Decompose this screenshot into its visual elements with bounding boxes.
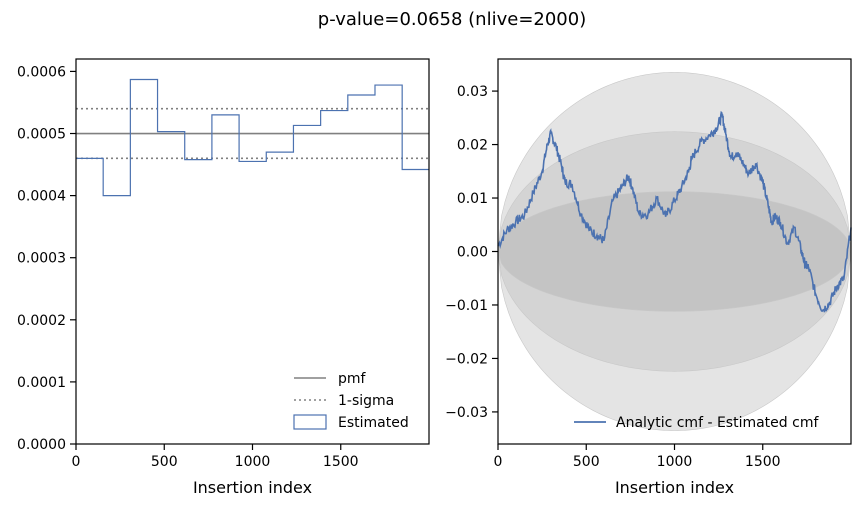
left-ticks: 0 500 1000 1500 0.0000 0.0001 0.0002 0.0003 0.00… [17, 64, 359, 470]
right-y-tick-label: 0.02 [457, 138, 488, 154]
right-series [497, 110, 852, 313]
right-chart: 0 500 1000 1500 −0.03 −0.02 −0.01 0.00 0.01 0.02 0… [445, 58, 852, 497]
right-x-tick-label: 500 [573, 454, 600, 470]
left-x-tick-label: 1500 [323, 454, 359, 470]
left-y-tick-label: 0.0002 [17, 313, 66, 329]
right-legend: Analytic cmf - Estimated cmf [574, 415, 819, 431]
left-y-tick-label: 0.0005 [17, 127, 66, 143]
sigma-bands [497, 72, 852, 431]
legend-sigma-label: 1-sigma [338, 393, 394, 409]
left-legend: pmf 1-sigma Estimated [293, 371, 409, 431]
left-y-tick-label: 0.0004 [17, 189, 66, 205]
right-axes-frame [497, 58, 852, 445]
right-x-tick-label: 1500 [745, 454, 781, 470]
left-x-axis-label: Insertion index [193, 478, 312, 497]
left-y-tick-label: 0.0001 [17, 375, 66, 391]
cmf-difference-line [497, 110, 852, 313]
right-y-tick-label: −0.02 [445, 351, 488, 367]
sigma-band-1 [497, 191, 852, 312]
legend-cmf-label: Analytic cmf - Estimated cmf [616, 415, 819, 431]
estimated-histogram [76, 78, 429, 197]
left-y-tick-label: 0.0000 [17, 437, 66, 453]
left-x-tick-label: 0 [72, 454, 81, 470]
legend-estimated-label: Estimated [338, 415, 409, 431]
figure-title: p-value=0.0658 (nlive=2000) [318, 9, 586, 30]
right-x-tick-label: 1000 [657, 454, 693, 470]
left-x-tick-label: 1000 [235, 454, 271, 470]
right-x-tick-label: 0 [494, 454, 503, 470]
left-chart: 0 500 1000 1500 0.0000 0.0001 0.0002 0.0003 0.00… [17, 58, 430, 497]
left-x-tick-label: 500 [151, 454, 178, 470]
right-y-tick-label: −0.01 [445, 298, 488, 314]
right-x-axis-label: Insertion index [615, 478, 734, 497]
left-y-tick-label: 0.0003 [17, 251, 66, 267]
right-y-tick-label: −0.03 [445, 405, 488, 421]
right-ticks: 0 500 1000 1500 −0.03 −0.02 −0.01 0.00 0.01 0.02 0… [445, 84, 780, 470]
right-y-tick-label: 0.00 [457, 245, 488, 261]
left-axes-frame [75, 58, 430, 445]
legend-pmf-label: pmf [338, 371, 367, 387]
left-y-tick-label: 0.0006 [17, 64, 66, 80]
right-y-tick-label: 0.01 [457, 191, 488, 207]
left-series [76, 78, 429, 197]
legend-estimated-swatch [293, 414, 327, 430]
right-y-tick-label: 0.03 [457, 84, 488, 100]
